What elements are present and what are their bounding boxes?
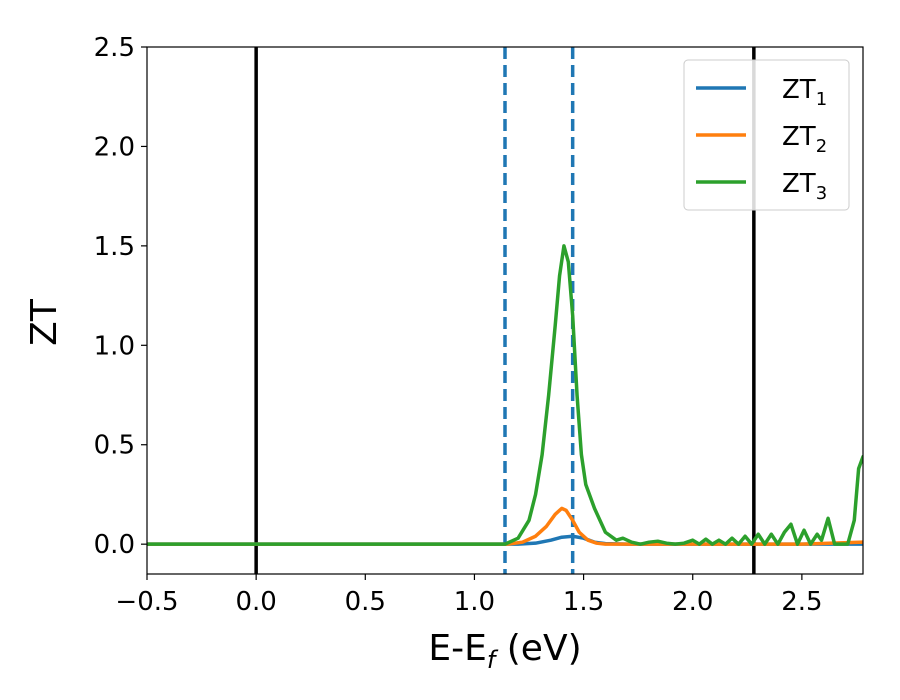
series-line-zt3 [147,244,863,546]
y-axis-label: ZT [24,298,65,346]
x-tick-label: 1.5 [563,587,604,617]
x-axis-label: E-Ef (eV) [428,628,581,674]
legend: ZT1 ZT2 ZT3 [683,59,850,211]
series-line-zt2 [147,506,863,546]
plot-frame [146,46,864,575]
x-axis-label-main: E-E [428,628,486,669]
y-tick-label: 0.5 [94,431,135,461]
y-tick-label: 2.0 [94,132,135,162]
series-lines [147,244,863,546]
legend-label-zt2: ZT2 [782,122,827,157]
legend-label-zt1: ZT1 [782,75,827,110]
legend-label-zt3: ZT3 [782,169,827,204]
x-tick-label: 2.0 [672,587,713,617]
axis-ticks: −0.5 0.0 0.5 1.0 1.5 2.0 2.5 0.0 0.5 1.0 1.5 2.0 2.5 [94,33,823,617]
legend-box [683,59,850,211]
reference-lines [254,47,756,574]
y-tick-label: 1.5 [94,232,135,262]
x-tick-label: 2.5 [781,587,822,617]
x-tick-label: −0.5 [115,587,178,617]
y-tick-label: 1.0 [94,331,135,361]
x-axis-label-unit: (eV) [495,628,581,669]
x-tick-label: 0.0 [235,587,276,617]
y-tick-label: 2.5 [94,33,135,63]
x-tick-label: 1.0 [454,587,495,617]
y-tick-label: 0.0 [94,530,135,560]
x-tick-label: 0.5 [345,587,386,617]
